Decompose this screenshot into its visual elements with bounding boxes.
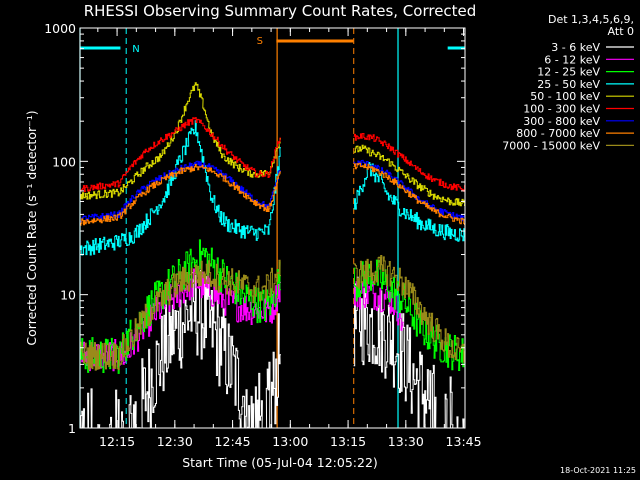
tick-layer: 1 10 100 1000 12:15 12:30 12:45 13:00 13:15 13:30… (44, 21, 481, 449)
series-line (80, 117, 465, 193)
legend-entry-label: 300 - 800 keV (523, 115, 600, 128)
x-axis-label: Start Time (05-Jul-04 12:05:22) (182, 455, 378, 470)
y-axis-label: Corrected Count Rate (s⁻¹ detector⁻¹) (24, 110, 39, 345)
legend-title-line-2: Att 0 (608, 25, 634, 38)
series-line (80, 269, 465, 428)
x-tick-label: 13:15 (330, 434, 366, 449)
plot-frame (79, 27, 466, 429)
chart-title: RHESSI Observing Summary Count Rates, Co… (84, 2, 477, 20)
y-tick-label: 10 (60, 288, 76, 303)
y-tick-label: 100 (52, 154, 76, 169)
legend-entry-label: 12 - 25 keV (537, 66, 600, 79)
x-tick-label: 12:45 (215, 434, 251, 449)
legend-entry-label: 6 - 12 keV (544, 53, 600, 66)
y-tick-label: 1000 (44, 21, 76, 36)
series-line (80, 82, 465, 207)
legend-title-line-1: Det 1,3,4,5,6,9, (548, 13, 634, 26)
series-line (80, 255, 465, 371)
legend-entry-label: 7000 - 15000 keV (502, 139, 600, 152)
legend-entry-label: 800 - 7000 keV (516, 127, 600, 140)
legend-entry-label: 100 - 300 keV (523, 103, 600, 116)
y-tick-label: 1 (68, 421, 76, 436)
series-line (80, 162, 465, 226)
x-tick-label: 13:00 (272, 434, 308, 449)
x-tick-label: 13:30 (388, 434, 424, 449)
legend-entry-label: 3 - 6 keV (551, 41, 600, 54)
x-tick-label: 13:45 (446, 434, 482, 449)
legend-entry-label: 50 - 100 keV (530, 90, 600, 103)
legend-entry-label: 25 - 50 keV (537, 78, 600, 91)
series-layer (80, 82, 465, 428)
flag-marker-label: N (132, 44, 139, 55)
x-tick-label: 12:30 (157, 434, 193, 449)
x-tick-label: 12:15 (99, 434, 135, 449)
footer-timestamp: 18-Oct-2021 11:25 (560, 466, 636, 475)
flag-marker-label: S (257, 36, 263, 47)
